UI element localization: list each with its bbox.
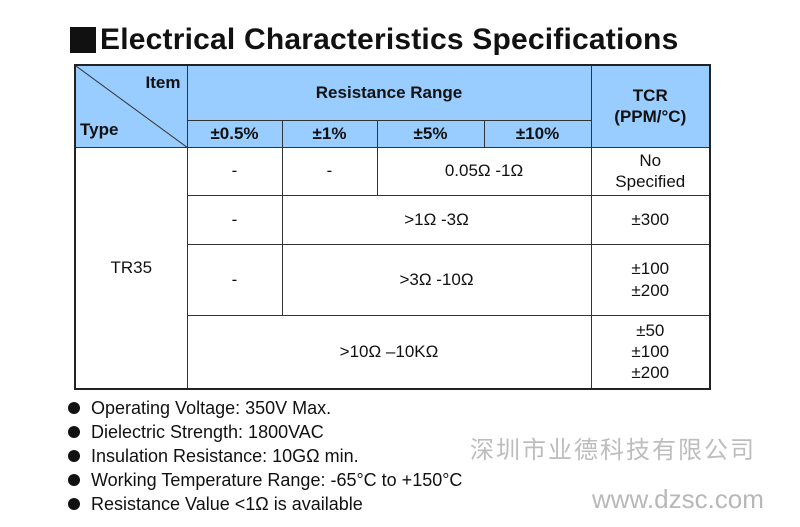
tolerance-header: ±10% [483, 119, 592, 148]
title-text: Electrical Characteristics Specification… [100, 23, 679, 56]
title-square-icon [70, 27, 96, 53]
table-row: - >3Ω -10Ω ±100 ±200 [75, 243, 711, 316]
tcr-line: ±300 [631, 209, 670, 229]
range-cell: 0.05Ω -1Ω [376, 146, 592, 196]
note-text: Dielectric Strength: 1800VAC [91, 421, 324, 442]
range-cell: >10Ω –10KΩ [186, 314, 592, 390]
tcr-line: No [639, 150, 662, 170]
tcr-line: ±200 [631, 280, 670, 300]
bullet-icon [68, 426, 80, 438]
resistance-range-header: Resistance Range [186, 64, 592, 121]
tcr-line: ±100 [631, 259, 670, 279]
tcr-line: ±200 [631, 363, 670, 383]
type-cell: TR35 [74, 146, 188, 390]
corner-type-label: Type [80, 120, 119, 140]
list-item: Operating Voltage: 350V Max. [68, 396, 462, 420]
table-row: TR35 - - 0.05Ω -1Ω No Specified [74, 146, 711, 390]
note-text: Insulation Resistance: 10GΩ min. [91, 445, 359, 466]
corner-diagonal [76, 66, 188, 148]
range-cell: >1Ω -3Ω [281, 194, 592, 245]
tcr-cell: ±50 ±100 ±200 [590, 314, 711, 390]
range-cell: >3Ω -10Ω [281, 243, 592, 316]
list-item: Working Temperature Range: -65°C to +150… [68, 468, 462, 492]
bullet-icon [68, 498, 80, 510]
note-text: Operating Voltage: 350V Max. [91, 397, 332, 418]
corner-item-label: Item [145, 73, 181, 92]
note-text: Working Temperature Range: -65°C to +150… [91, 469, 463, 490]
tcr-cell: ±100 ±200 [590, 243, 711, 316]
bullet-icon [68, 402, 80, 414]
table-header-row: Item Type Resistance Range TCR (PPM/°C) [74, 64, 711, 148]
list-item: Insulation Resistance: 10GΩ min. [68, 444, 462, 468]
tcr-header: TCR (PPM/°C) [590, 64, 711, 148]
tcr-line: Specified [615, 172, 686, 191]
tolerance-header: ±0.5% [186, 119, 283, 148]
watermark-url: www.dzsc.com [592, 484, 764, 514]
table-row: >10Ω –10KΩ ±50 ±100 ±200 [75, 314, 711, 390]
note-text: Resistance Value <1Ω is available [91, 493, 363, 514]
tcr-line: ±100 [631, 342, 670, 362]
list-item: Dielectric Strength: 1800VAC [68, 420, 462, 444]
cell-value: - [186, 243, 283, 316]
cell-value: - [186, 146, 283, 196]
tcr-header-line2: (PPM/°C) [614, 107, 687, 127]
tolerance-header: ±5% [376, 119, 485, 148]
cell-value: - [281, 146, 378, 196]
bullet-icon [68, 474, 80, 486]
tcr-line: ±50 [636, 320, 665, 340]
bullet-icon [68, 450, 80, 462]
corner-cell: Item Type [74, 64, 188, 148]
tcr-cell: No Specified [590, 146, 711, 196]
cell-value: - [186, 194, 283, 245]
spec-table: Item Type Resistance Range TCR (PPM/°C) … [74, 64, 712, 390]
tcr-header-line1: TCR [632, 86, 668, 105]
tolerance-header: ±1% [281, 119, 378, 148]
list-item: Resistance Value <1Ω is available [68, 492, 462, 516]
spec-notes: Operating Voltage: 350V Max. Dielectric … [68, 396, 462, 516]
watermark-company: 深圳市业德科技有限公司 [470, 436, 756, 464]
tcr-cell: ±300 [590, 194, 711, 245]
page-title: Electrical Characteristics Specification… [70, 20, 678, 60]
